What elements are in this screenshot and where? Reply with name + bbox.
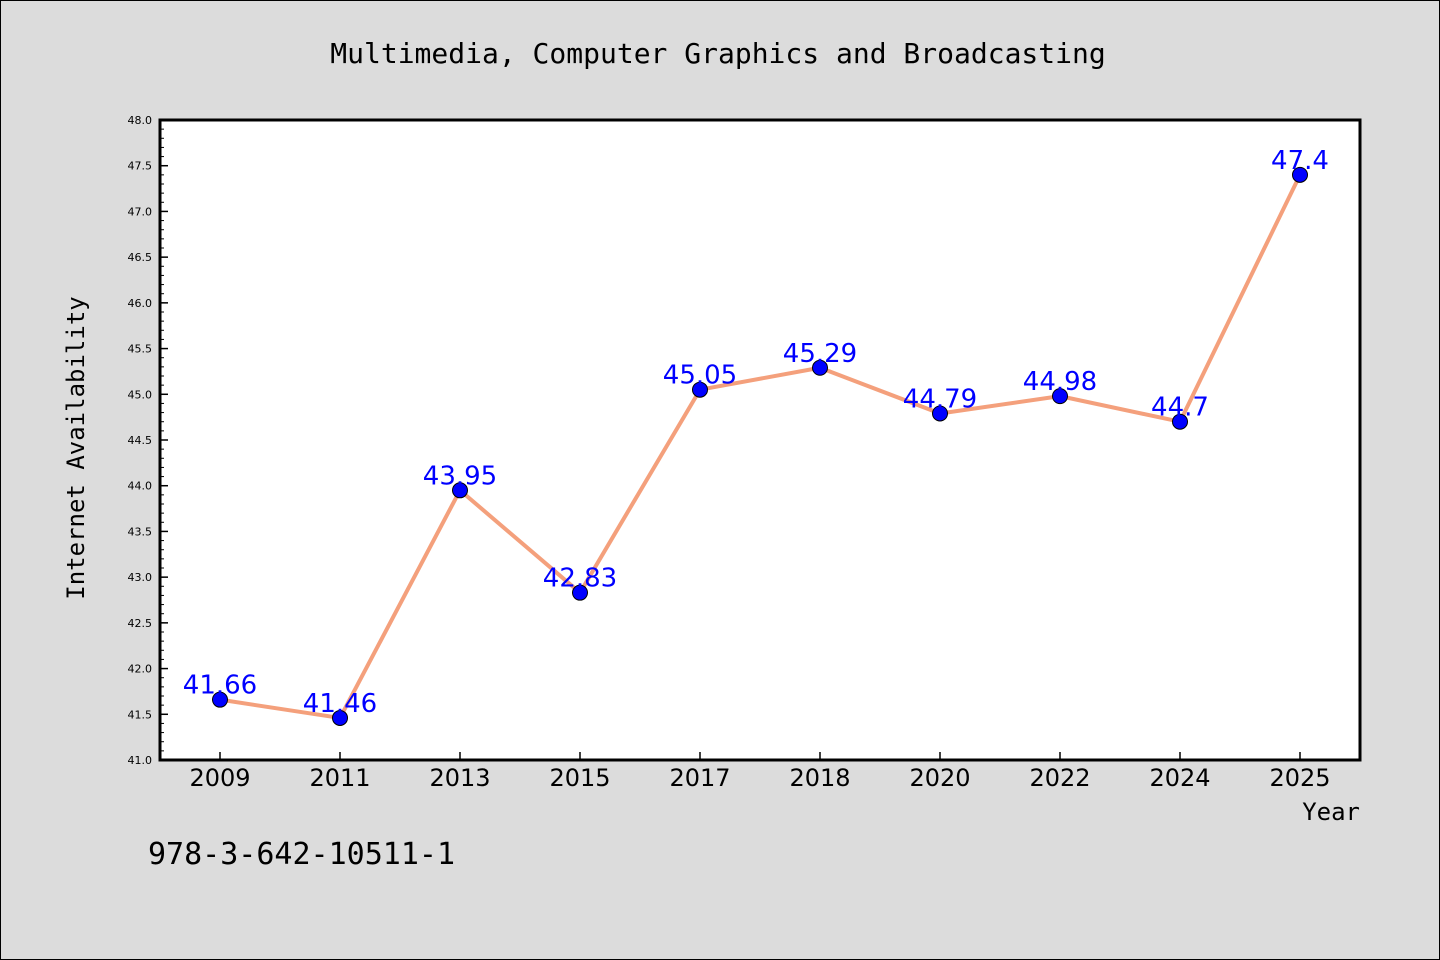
x-tick-label: 2020 [909,764,970,792]
data-label: 44.7 [1151,393,1209,423]
data-label: 41.46 [303,689,377,719]
data-label: 42.83 [543,564,617,594]
y-axis: 41.0 41.5 42.0 42.5 43.0 43.5 44.0 44.5 45.0 45.5… [128,114,168,767]
series-polyline [219,173,1302,720]
data-point [212,691,228,708]
y-tick-label: 44.5 [128,434,153,447]
plot-area [158,118,1362,762]
data-point [692,381,708,398]
x-tick-label: 2017 [669,764,730,792]
data-label: 45.05 [663,361,737,391]
y-tick-label: 48.0 [128,114,153,127]
y-tick-label: 42.0 [128,663,153,676]
x-tick-label: 2018 [789,764,850,792]
data-point [1292,166,1308,183]
data-point [1052,388,1068,405]
y-axis-title: Internet Availability [62,296,90,599]
data-label: 44.98 [1023,367,1097,397]
x-tick-label: 2022 [1029,764,1090,792]
y-tick-label: 42.5 [128,617,153,630]
y-tick-label: 41.5 [128,708,153,721]
x-axis: 2009 2011 2013 2015 2017 2018 2020 2022 2024 2025 [189,752,1331,792]
data-label: 41.66 [183,671,257,701]
chart-title: Multimedia, Computer Graphics and Broadc… [330,37,1105,70]
data-point [1172,413,1188,430]
y-tick-label: 47.0 [128,205,153,218]
data-point [332,709,348,726]
x-axis-title: Year [1302,798,1360,826]
x-tick-label: 2024 [1149,764,1210,792]
data-point [452,482,468,499]
data-point [932,405,948,422]
data-point [572,584,588,601]
x-tick-label: 2015 [549,764,610,792]
data-label: 43.95 [423,461,497,491]
data-points [212,166,1308,726]
x-tick-label: 2009 [189,764,250,792]
data-labels: 41.66 41.46 43.95 42.83 45.05 45.29 44.79 44.98… [183,146,1329,719]
x-tick-label: 2013 [429,764,490,792]
y-tick-label: 41.0 [128,754,153,767]
x-tick-label: 2025 [1269,764,1330,792]
y-tick-label: 46.0 [128,297,153,310]
data-label: 47.4 [1271,146,1329,176]
series-line [219,173,1302,720]
y-tick-label: 46.5 [128,251,153,264]
footer-isbn: 978-3-642-10511-1 [148,837,455,872]
data-label: 45.29 [783,339,857,369]
y-tick-label: 45.5 [128,343,153,356]
y-tick-label: 43.5 [128,525,153,538]
y-tick-label: 44.0 [128,480,153,493]
data-label: 44.79 [903,384,977,414]
y-tick-label: 45.0 [128,388,153,401]
y-tick-label: 43.0 [128,571,153,584]
data-point [812,359,828,376]
y-tick-label: 47.5 [128,160,153,173]
x-tick-label: 2011 [309,764,370,792]
